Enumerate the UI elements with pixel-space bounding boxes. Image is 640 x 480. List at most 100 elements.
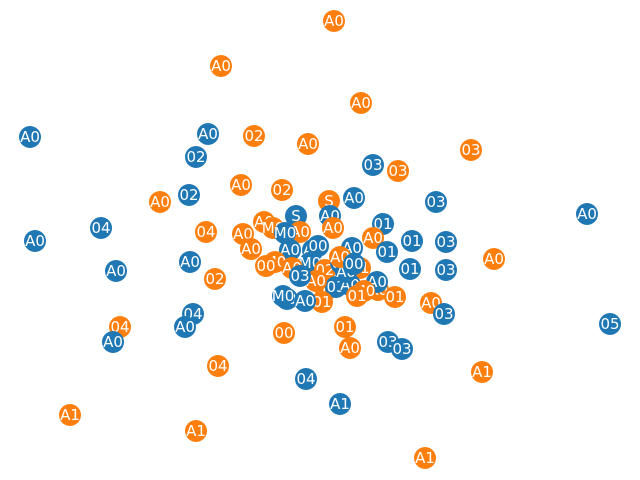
graph-node-orange: A0 — [230, 174, 252, 196]
node-label: A1 — [330, 395, 350, 413]
node-circle — [311, 291, 333, 313]
node-circle — [210, 55, 232, 77]
node-label: A0 — [363, 229, 383, 247]
node-circle — [376, 241, 398, 263]
node-circle — [295, 368, 317, 390]
graph-node-orange: A1 — [185, 420, 207, 442]
graph-node-orange: A0 — [240, 238, 262, 260]
graph-node-blue: 03 — [425, 191, 447, 213]
node-circle — [323, 10, 345, 32]
node-circle — [204, 268, 226, 290]
node-label: A0 — [211, 57, 231, 75]
node-circle — [185, 420, 207, 442]
graph-node-blue: 03 — [435, 259, 457, 281]
graph-node-blue: M0 — [272, 285, 295, 307]
node-circle — [279, 239, 301, 261]
graph-node-orange: 03 — [460, 139, 482, 161]
graph-node-blue: 02 — [185, 146, 207, 168]
node-label: A0 — [340, 339, 360, 357]
node-circle — [255, 255, 277, 277]
graph-node-orange: A0 — [339, 337, 361, 359]
node-circle — [401, 230, 423, 252]
node-circle — [174, 316, 196, 338]
graph-node-orange: 04 — [195, 221, 217, 243]
graph-node-orange: 02 — [204, 268, 226, 290]
graph-node-orange: 01 — [311, 291, 333, 313]
graph-node-blue: A0 — [279, 239, 301, 261]
node-circle — [297, 133, 319, 155]
node-circle — [435, 231, 457, 253]
node-circle — [346, 285, 368, 307]
node-label: A0 — [344, 189, 364, 207]
node-label: 01 — [312, 293, 331, 311]
node-label: A0 — [106, 262, 126, 280]
node-label: 03 — [436, 261, 455, 279]
graph-node-orange: A1 — [414, 447, 436, 469]
node-circle — [362, 227, 384, 249]
graph-node-orange: A1 — [59, 404, 81, 426]
graph-node-blue: M0 — [274, 222, 297, 244]
graph-node-orange: A1 — [471, 361, 493, 383]
node-label: 02 — [186, 148, 205, 166]
node-label: A0 — [20, 128, 40, 146]
node-label: 03 — [434, 305, 453, 323]
node-label: 03 — [290, 267, 309, 285]
node-circle — [483, 248, 505, 270]
node-label: A1 — [186, 422, 206, 440]
graph-node-orange: A0 — [322, 217, 344, 239]
node-label: A0 — [295, 292, 315, 310]
node-circle — [207, 355, 229, 377]
graph-node-orange: 02 — [243, 125, 265, 147]
graph-node-blue: 01 — [376, 241, 398, 263]
graph-node-orange: A0 — [297, 133, 319, 155]
graph-node-blue: 03 — [362, 154, 384, 176]
node-label: A0 — [150, 193, 170, 211]
node-label: 04 — [296, 370, 315, 388]
node-circle — [149, 191, 171, 213]
graph-node-blue: A0 — [24, 230, 46, 252]
node-label: A0 — [484, 250, 504, 268]
node-circle — [240, 238, 262, 260]
node-label: A1 — [415, 449, 435, 467]
node-circle — [102, 331, 124, 353]
node-label: 00 — [256, 257, 275, 275]
node-circle — [274, 222, 296, 244]
node-circle — [243, 125, 265, 147]
node-label: M0 — [272, 287, 295, 305]
node-label: A0 — [25, 232, 45, 250]
node-label: A1 — [472, 363, 492, 381]
node-label: A0 — [180, 253, 200, 271]
node-circle — [294, 290, 316, 312]
graph-node-orange: 00 — [273, 322, 295, 344]
graph-node-blue: 00 — [343, 253, 365, 275]
node-label: 02 — [205, 270, 224, 288]
node-circle — [599, 313, 621, 335]
graph-node-blue: 01 — [399, 258, 421, 280]
graph-node-blue: 00 — [307, 235, 329, 257]
node-label: 01 — [377, 243, 396, 261]
graph-node-blue: A0 — [174, 316, 196, 338]
node-circle — [59, 404, 81, 426]
node-label: A1 — [60, 406, 80, 424]
node-circle — [343, 187, 365, 209]
graph-node-blue: 02 — [178, 184, 200, 206]
graph-node-blue: 05 — [599, 313, 621, 335]
graph-node-blue: A0 — [343, 187, 365, 209]
node-circle — [90, 217, 112, 239]
node-label: M0 — [274, 224, 297, 242]
graph-node-blue: 04 — [90, 217, 112, 239]
node-label: A0 — [198, 125, 218, 143]
node-label: 02 — [179, 186, 198, 204]
node-label: S — [324, 192, 334, 210]
node-label: 04 — [91, 219, 110, 237]
node-label: 01 — [385, 288, 404, 306]
node-label: 01 — [402, 232, 421, 250]
node-label: 03 — [392, 340, 411, 358]
node-label: 03 — [426, 193, 445, 211]
node-label: 00 — [308, 237, 327, 255]
node-circle — [19, 126, 41, 148]
node-label: 02 — [244, 127, 263, 145]
node-label: S — [291, 207, 301, 225]
node-label: A0 — [175, 318, 195, 336]
